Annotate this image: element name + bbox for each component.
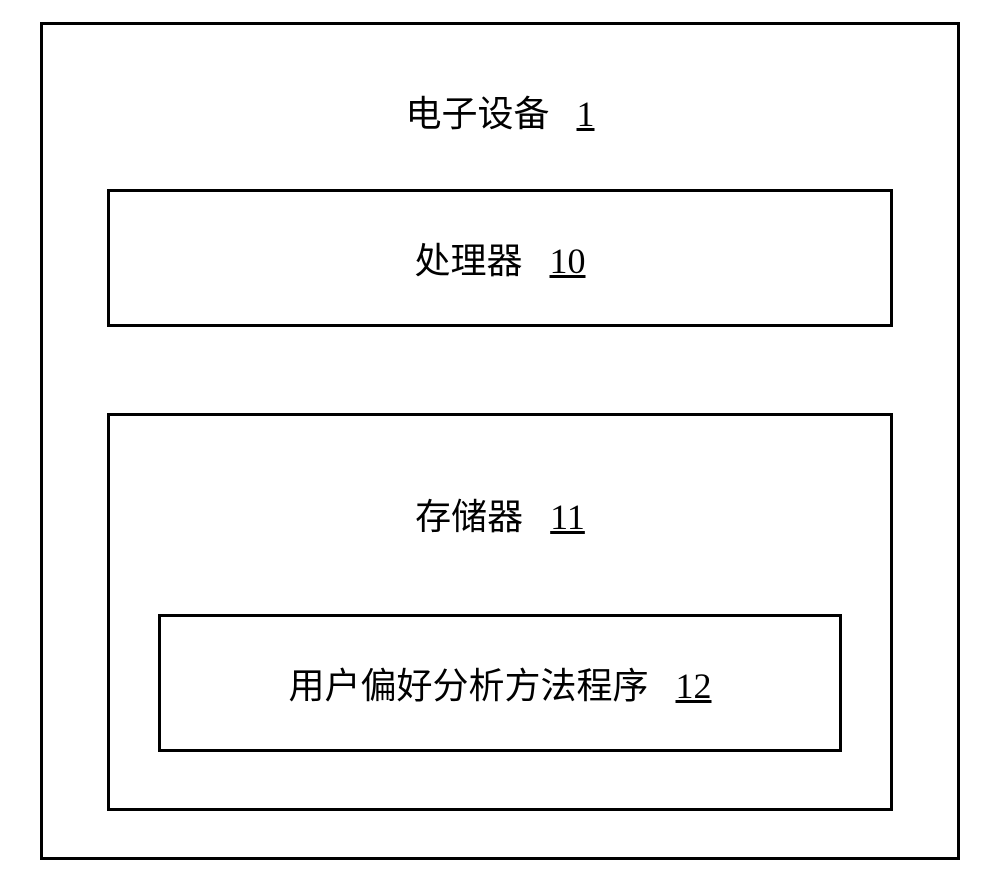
program-box: 用户偏好分析方法程序 12 <box>158 614 842 752</box>
program-label: 用户偏好分析方法程序 <box>288 666 648 706</box>
processor-number: 10 <box>550 241 586 281</box>
electronic-device-box: 电子设备 1 处理器 10 存储器 11 用户偏好分析方法程序 12 <box>40 22 960 860</box>
processor-label: 处理器 <box>414 241 522 281</box>
program-number: 12 <box>676 666 712 706</box>
memory-title: 存储器 11 <box>110 488 890 540</box>
processor-box: 处理器 10 <box>107 189 893 327</box>
device-label: 电子设备 <box>405 94 549 134</box>
memory-number: 11 <box>550 497 585 537</box>
memory-box: 存储器 11 用户偏好分析方法程序 12 <box>107 413 893 811</box>
memory-label: 存储器 <box>415 497 523 537</box>
device-number: 1 <box>577 94 595 134</box>
device-title: 电子设备 1 <box>43 85 957 137</box>
processor-title: 处理器 10 <box>414 232 585 284</box>
program-title: 用户偏好分析方法程序 12 <box>288 657 711 709</box>
